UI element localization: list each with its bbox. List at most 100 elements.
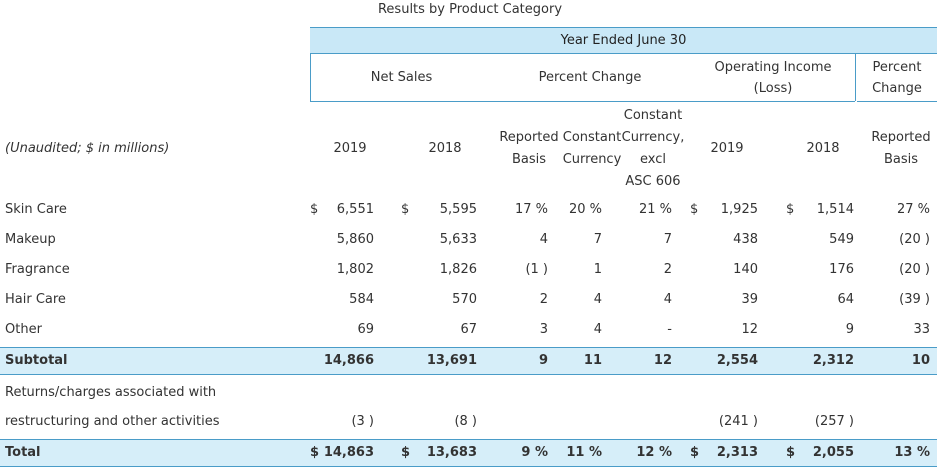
subtotal-row-oi-2018-value: 2,312: [812, 353, 854, 368]
percent-change-header: Percent Change: [538, 70, 642, 85]
table-row-1-ns-2019-value: 5,860: [336, 232, 374, 247]
subtotal-band: [0, 347, 937, 375]
oi-2019-header: 2019: [710, 141, 744, 156]
subtotal-row-ns-2018-value: 13,691: [426, 353, 477, 368]
header-rule-left: [310, 101, 855, 102]
table-row-2-oi-2019-value: 140: [733, 262, 758, 277]
table-row-0-oi-2019-value: 1,925: [720, 202, 758, 217]
table-row-0-ns-2019-currency: $: [310, 202, 319, 217]
table-row-4-oi-change-value: 33: [913, 322, 930, 337]
oi-percent-change-header-2: Change: [872, 81, 922, 96]
table-row-0-oi-2019-currency: $: [690, 202, 699, 217]
table-row-2-ns-2018-value: 1,826: [439, 262, 477, 277]
table-row-1-reported-basis-value: 4: [539, 232, 548, 247]
constant-currency-header-2: Currency: [562, 152, 622, 167]
total-row-ns-2019-value: 14,863: [323, 445, 374, 460]
header-rule-right: [857, 101, 937, 102]
cc-excl-header: Constant: [623, 108, 683, 123]
reported-basis-header: Reported: [499, 130, 559, 145]
table-row-4-label: Other: [5, 322, 42, 337]
oi-percent-change-header: Percent: [872, 60, 922, 75]
divider-right: [855, 53, 856, 101]
table-row-1-oi-2019-value: 438: [733, 232, 758, 247]
table-row-1-cc-excl-value: 7: [663, 232, 672, 247]
period-header-band: [310, 27, 937, 54]
returns-label-line2: restructuring and other activities: [5, 414, 220, 429]
table-row-0-reported-basis-value: 17 %: [514, 202, 548, 217]
total-row-oi-2018-value: 2,055: [812, 445, 854, 460]
total-row-reported-basis-value: 9 %: [521, 445, 548, 460]
table-row-4-ns-2019-value: 69: [357, 322, 374, 337]
subtotal-row-label: Subtotal: [5, 353, 68, 368]
period-header: Year Ended June 30: [560, 33, 687, 48]
table-row-4-reported-basis-value: 3: [539, 322, 548, 337]
table-row-3-oi-2019-value: 39: [741, 292, 758, 307]
table-row-1-constant-currency-value: 7: [593, 232, 602, 247]
constant-currency-header: Constant: [562, 130, 622, 145]
total-row-oi-2018-currency: $: [786, 445, 796, 460]
table-row-0-oi-2018-value: 1,514: [816, 202, 854, 217]
table-row-0-ns-2018-value: 5,595: [439, 202, 477, 217]
total-row-oi-change-value: 13 %: [894, 445, 930, 460]
table-row-0-ns-2019-value: 6,551: [336, 202, 374, 217]
table-title: Results by Product Category: [377, 2, 563, 17]
table-row-0-ns-2018-currency: $: [401, 202, 410, 217]
table-row-3-constant-currency-value: 4: [593, 292, 602, 307]
cc-excl-header-2: Currency,: [621, 130, 685, 145]
table-row-1-oi-2018-value: 549: [829, 232, 854, 247]
operating-income-header-loss: (Loss): [753, 81, 793, 96]
table-row-1-oi-change-value: (20 ): [899, 232, 930, 247]
total-row-ns-2018-currency: $: [401, 445, 411, 460]
table-row-1-ns-2018-value: 5,633: [439, 232, 477, 247]
table-row-4-oi-2018-value: 9: [845, 322, 854, 337]
subtotal-row-ns-2019-value: 14,866: [323, 353, 374, 368]
returns-label-line1: Returns/charges associated with: [5, 385, 217, 400]
subtotal-row-oi-change-value: 10: [911, 353, 930, 368]
subtotal-row-constant-currency-value: 11: [583, 353, 602, 368]
table-row-0-label: Skin Care: [5, 202, 67, 217]
cc-excl-header-3: excl: [640, 152, 666, 167]
table-row-3-reported-basis-value: 2: [539, 292, 548, 307]
operating-income-header: Operating Income: [714, 60, 832, 75]
total-row-constant-currency-value: 11 %: [566, 445, 602, 460]
total-row-cc-excl-value: 12 %: [636, 445, 672, 460]
table-row-3-ns-2018-value: 570: [452, 292, 477, 307]
returns-oi2019-value: (241 ): [718, 414, 758, 429]
table-row-4-cc-excl-value: -: [667, 322, 672, 337]
table-row-3-label: Hair Care: [5, 292, 66, 307]
table-row-0-oi-2018-currency: $: [786, 202, 795, 217]
oi-reported-header-2: Basis: [883, 152, 919, 167]
reported-basis-header-2: Basis: [511, 152, 547, 167]
total-row-label: Total: [5, 445, 41, 460]
table-row-3-oi-2018-value: 64: [837, 292, 854, 307]
net-sales-2018-header: 2018: [428, 141, 462, 156]
table-row-4-ns-2018-value: 67: [460, 322, 477, 337]
table-row-0-cc-excl-value: 21 %: [638, 202, 672, 217]
table-row-0-constant-currency-value: 20 %: [568, 202, 602, 217]
table-row-2-ns-2019-value: 1,802: [336, 262, 374, 277]
table-row-2-oi-2018-value: 176: [829, 262, 854, 277]
total-row-oi-2019-currency: $: [690, 445, 700, 460]
subtotal-row-cc-excl-value: 12: [653, 353, 672, 368]
total-row-ns-2019-currency: $: [310, 445, 320, 460]
unaudited-label: (Unaudited; $ in millions): [5, 141, 170, 156]
cc-excl-header-4: ASC 606: [625, 174, 681, 189]
oi-reported-header: Reported: [871, 130, 931, 145]
table-row-3-oi-change-value: (39 ): [899, 292, 930, 307]
net-sales-2019-header: 2019: [333, 141, 367, 156]
table-row-2-label: Fragrance: [5, 262, 70, 277]
subtotal-row-reported-basis-value: 9: [538, 353, 548, 368]
table-row-4-constant-currency-value: 4: [593, 322, 602, 337]
table-row-2-cc-excl-value: 2: [663, 262, 672, 277]
net-sales-header: Net Sales: [370, 70, 433, 85]
divider-left: [310, 53, 311, 101]
table-row-3-cc-excl-value: 4: [663, 292, 672, 307]
returns-ns2019-value: (3 ): [351, 414, 374, 429]
oi-2018-header: 2018: [806, 141, 840, 156]
returns-ns2018-value: (8 ): [454, 414, 477, 429]
table-row-3-ns-2019-value: 584: [349, 292, 374, 307]
total-band: [0, 439, 937, 467]
table-row-1-label: Makeup: [5, 232, 56, 247]
table-row-0-oi-change-value: 27 %: [896, 202, 930, 217]
total-row-ns-2018-value: 13,683: [426, 445, 477, 460]
